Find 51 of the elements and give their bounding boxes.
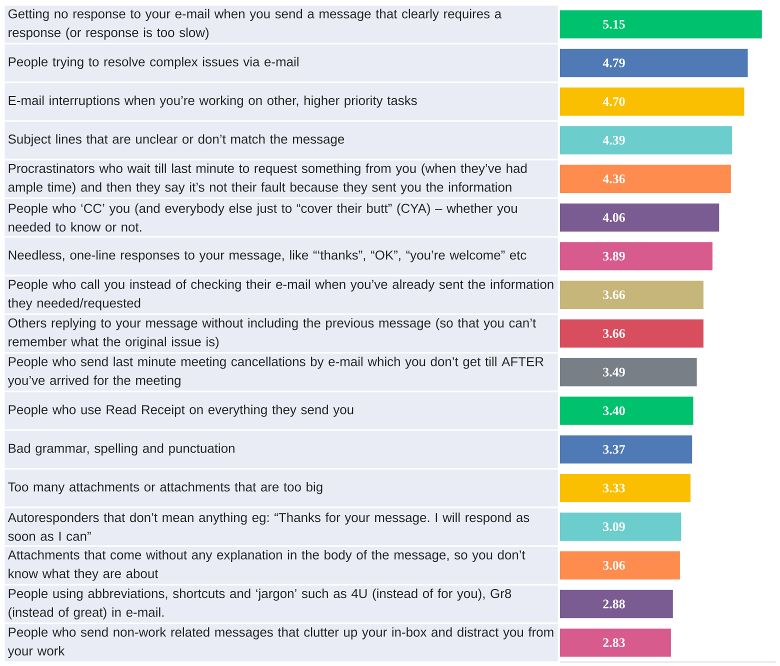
bar bbox=[560, 48, 748, 78]
data-label: 3.89 bbox=[603, 252, 625, 261]
data-label: 4.79 bbox=[602, 58, 625, 68]
bar bbox=[560, 396, 694, 425]
data-label: 3.66 bbox=[603, 329, 625, 338]
data-label: 3.33 bbox=[603, 484, 625, 492]
y-tick-label: Subject lines that are unclear or don’t match the message bbox=[8, 134, 344, 146]
y-tick-label: People using abbreviations, shortcuts and ‘jargon’ such as 4U (instead of for you), Gr8 (instead of great) in e-mail. bbox=[8, 588, 512, 620]
data-label: 2.83 bbox=[603, 638, 625, 648]
data-label: 3.66 bbox=[603, 290, 625, 300]
y-tick-label: People who call you instead of checking their e-mail when you’ve already sent the information they needed/requested bbox=[8, 279, 554, 310]
data-label: 3.37 bbox=[603, 445, 626, 454]
data-label: 4.36 bbox=[602, 174, 625, 184]
bar bbox=[560, 88, 744, 116]
data-label: 3.40 bbox=[603, 406, 625, 416]
y-tick-label: People trying to resolve complex issues via e-mail bbox=[8, 56, 298, 69]
data-label: 4.39 bbox=[602, 136, 625, 145]
bar bbox=[560, 551, 680, 580]
y-tick-label: Needless, one-line responses to your message, like “‘thanks”, “OK”, “you’re welcome” etc bbox=[8, 250, 526, 262]
bar bbox=[560, 512, 682, 541]
data-label: 2.88 bbox=[603, 600, 625, 608]
y-tick-label: Others replying to your message without including the previous message (so that you can’t remember what the original issue is) bbox=[8, 318, 536, 349]
data-label: 3.06 bbox=[603, 560, 625, 570]
y-tick-label: People who ‘CC’ you (and everybody else just to “cover their butt” (CYA) – whether you needed to know or not. bbox=[8, 203, 517, 232]
data-label: 3.09 bbox=[603, 522, 625, 532]
bar bbox=[560, 164, 731, 194]
y-tick-label: Attachments that come without any explanation in the body of the message, so you don’t know what they are about bbox=[8, 550, 526, 581]
bar bbox=[560, 590, 673, 618]
bar bbox=[560, 203, 720, 232]
bar bbox=[560, 474, 691, 502]
y-tick-label: People who send last minute meeting cancellations by e-mail which you don’t get till AFTER you’ve arrived for the meeting bbox=[8, 356, 544, 388]
y-tick-label: E-mail interruptions when you’re working on other, higher priority tasks bbox=[8, 96, 417, 108]
bar bbox=[560, 435, 692, 464]
y-tick-label: Procrastinators who wait till last minute to request something from you (when they’ve had ample time) and then they say it’s not their fault because they sent you the information bbox=[8, 163, 527, 194]
bar bbox=[560, 319, 704, 348]
bar bbox=[560, 126, 732, 154]
y-tick-label: People who use Read Receipt on everything they send you bbox=[8, 404, 354, 417]
data-label: 4.70 bbox=[602, 97, 625, 106]
bar bbox=[560, 280, 704, 309]
y-tick-label: Getting no response to your e-mail when you send a message that clearly requires a response (or response is too slow) bbox=[8, 8, 502, 40]
y-tick-label: Bad grammar, spelling and punctuation bbox=[8, 443, 234, 456]
data-label: 5.15 bbox=[603, 20, 625, 29]
bar bbox=[560, 628, 671, 657]
y-tick-label: Too many attachments or attachments that are too big bbox=[8, 482, 322, 494]
data-label: 3.49 bbox=[603, 368, 625, 377]
bar bbox=[560, 10, 762, 38]
data-label: 4.06 bbox=[602, 213, 625, 222]
y-tick-label: People who send non-work related messages that clutter up your in-box and distract you from your work bbox=[8, 627, 554, 658]
y-tick-label: Autoresponders that don’t mean anything eg: “Thanks for your message. I will respond as soon as I can” bbox=[8, 512, 530, 541]
bar bbox=[560, 242, 712, 270]
bar bbox=[560, 358, 697, 386]
